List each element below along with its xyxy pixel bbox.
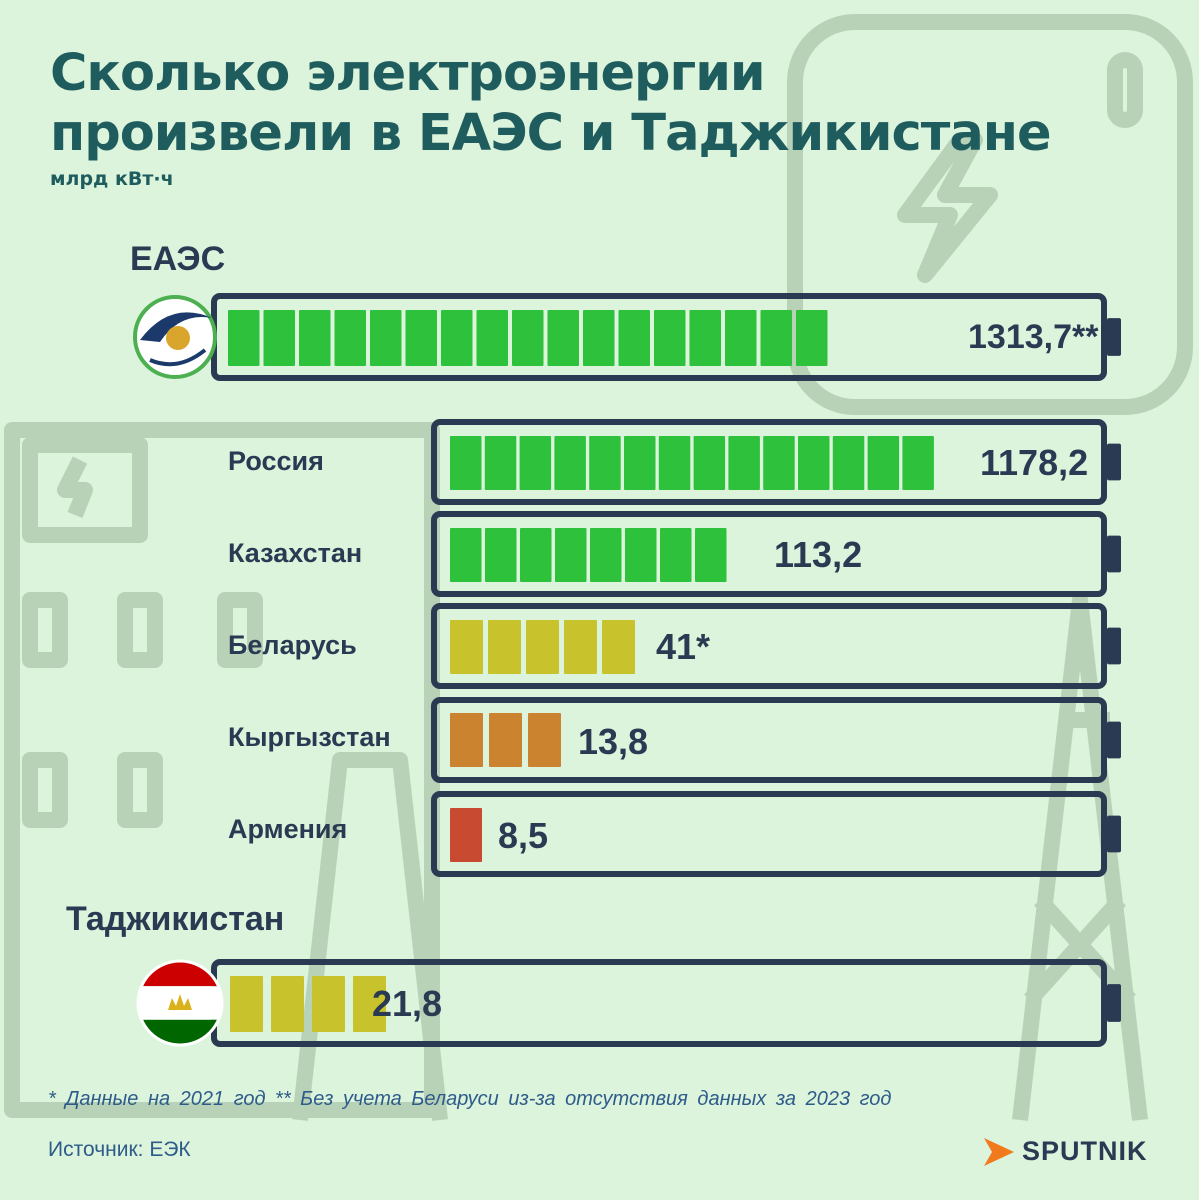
- label-tajikistan: Таджикистан: [66, 900, 285, 938]
- battery-terminal-armenia: [1107, 815, 1121, 853]
- flag-crown: [168, 994, 192, 1010]
- bar-segment-belarus: [564, 620, 597, 674]
- battery-terminal-belarus: [1107, 627, 1121, 665]
- title-line-2: произвели в ЕАЭС и Таджикистане: [50, 104, 1052, 163]
- bar-segment-russia: [554, 436, 586, 490]
- bar-segment-kazakhstan: [660, 528, 692, 582]
- bar-segment-kazakhstan: [625, 528, 657, 582]
- bar-segment-eaes: [334, 310, 366, 366]
- bar-segment-kyrgyzstan: [489, 713, 522, 767]
- bar-segment-kazakhstan: [555, 528, 587, 582]
- bar-segment-tajikistan: [230, 976, 263, 1032]
- bar-segment-eaes: [796, 310, 828, 366]
- source-text: Источник: ЕЭК: [48, 1138, 191, 1161]
- label-armenia: Армения: [228, 814, 348, 844]
- bar-segment-russia: [658, 436, 691, 490]
- page-title: Сколько электроэнергии произвели в ЕАЭС …: [50, 44, 1052, 164]
- eaeu-emblem-arc: [149, 348, 207, 367]
- footnotes: * Данные на 2021 год ** Без учета Белару…: [48, 1088, 892, 1110]
- battery-terminal-russia: [1107, 443, 1121, 481]
- battery-body-armenia: [431, 791, 1107, 877]
- battery-body-russia: [431, 419, 1107, 505]
- bar-segment-russia: [693, 436, 726, 490]
- sputnik-logo-icon: [984, 1138, 1014, 1166]
- bar-segment-belarus: [602, 620, 635, 674]
- tajikistan-flag-border: [136, 959, 224, 1047]
- bar-segment-russia: [728, 436, 760, 490]
- bar-segment-russia: [519, 436, 552, 490]
- value-russia: 1178,2: [980, 442, 1089, 483]
- unit-label: млрд кВт·ч: [50, 168, 174, 190]
- value-kyrgyzstan: 13,8: [578, 721, 649, 762]
- bar-segment-russia: [867, 436, 900, 490]
- bar-segment-kyrgyzstan: [528, 713, 561, 767]
- bar-segment-kyrgyzstan: [450, 713, 483, 767]
- value-belarus: 41*: [656, 626, 711, 667]
- battery-terminal-kyrgyzstan: [1107, 721, 1121, 759]
- battery-body-kazakhstan: [431, 511, 1107, 597]
- bar-segment-tajikistan: [271, 976, 304, 1032]
- bar-segment-belarus: [488, 620, 521, 674]
- label-russia: Россия: [228, 446, 324, 476]
- bar-segment-kazakhstan: [695, 528, 727, 582]
- battery-body-kyrgyzstan: [431, 697, 1107, 783]
- bar-segment-armenia: [450, 808, 482, 862]
- bar-segment-eaes: [476, 310, 508, 366]
- bar-segment-eaes: [583, 310, 615, 366]
- bar-segment-russia: [798, 436, 830, 490]
- bar-segment-russia: [624, 436, 656, 490]
- bar-segment-eaes: [725, 310, 757, 366]
- value-eaes: 1313,7**: [968, 318, 1099, 356]
- battery-terminal-kazakhstan: [1107, 535, 1121, 573]
- bar-segment-tajikistan: [312, 976, 345, 1032]
- bar-segment-eaes: [547, 310, 579, 366]
- battery-terminal-eaes: [1107, 318, 1121, 356]
- label-kazakhstan: Казахстан: [228, 538, 363, 568]
- bar-segment-kazakhstan: [520, 528, 552, 582]
- battery-terminal-tajikistan: [1107, 984, 1121, 1022]
- value-armenia: 8,5: [498, 815, 549, 856]
- bar-segment-russia: [832, 436, 865, 490]
- eaeu-emblem-wing: [140, 312, 212, 342]
- bar-segment-eaes: [228, 310, 260, 366]
- bar-segment-russia: [589, 436, 621, 490]
- lightning-icon: [897, 132, 998, 283]
- battery-body-tajikistan: [211, 959, 1107, 1047]
- bar-segment-tajikistan: [353, 976, 386, 1032]
- eaeu-emblem-center: [166, 326, 190, 350]
- bar-segment-eaes: [299, 310, 331, 366]
- bar-segment-russia: [763, 436, 795, 490]
- bar-segment-russia: [902, 436, 934, 490]
- bar-segment-russia: [450, 436, 482, 490]
- battery-body-belarus: [431, 603, 1107, 689]
- bar-segment-belarus: [526, 620, 559, 674]
- power-socket-icon: [787, 14, 1193, 415]
- title-line-1: Сколько электроэнергии: [50, 44, 766, 103]
- label-belarus: Беларусь: [228, 630, 357, 660]
- bar-segment-eaes: [405, 310, 437, 366]
- value-kazakhstan: 113,2: [774, 534, 863, 575]
- brand-name: SPUTNIK: [1022, 1136, 1148, 1166]
- bar-segment-kazakhstan: [590, 528, 622, 582]
- bar-segment-belarus: [450, 620, 483, 674]
- bar-segment-eaes: [760, 310, 792, 366]
- bar-segment-eaes: [689, 310, 721, 366]
- label-eaes: ЕАЭС: [130, 240, 226, 278]
- bar-segment-eaes: [618, 310, 650, 366]
- bar-segment-eaes: [263, 310, 295, 366]
- value-tajikistan: 21,8: [372, 983, 443, 1024]
- label-kyrgyzstan: Кыргызстан: [228, 722, 391, 752]
- power-tower-icon: [1012, 592, 1148, 1121]
- bar-segment-kazakhstan: [485, 528, 517, 582]
- bar-segment-eaes: [441, 310, 473, 366]
- bar-segment-eaes: [370, 310, 402, 366]
- bar-segment-russia: [484, 436, 517, 490]
- bar-segment-kazakhstan: [450, 528, 482, 582]
- bar-segment-eaes: [512, 310, 544, 366]
- bar-segment-eaes: [654, 310, 686, 366]
